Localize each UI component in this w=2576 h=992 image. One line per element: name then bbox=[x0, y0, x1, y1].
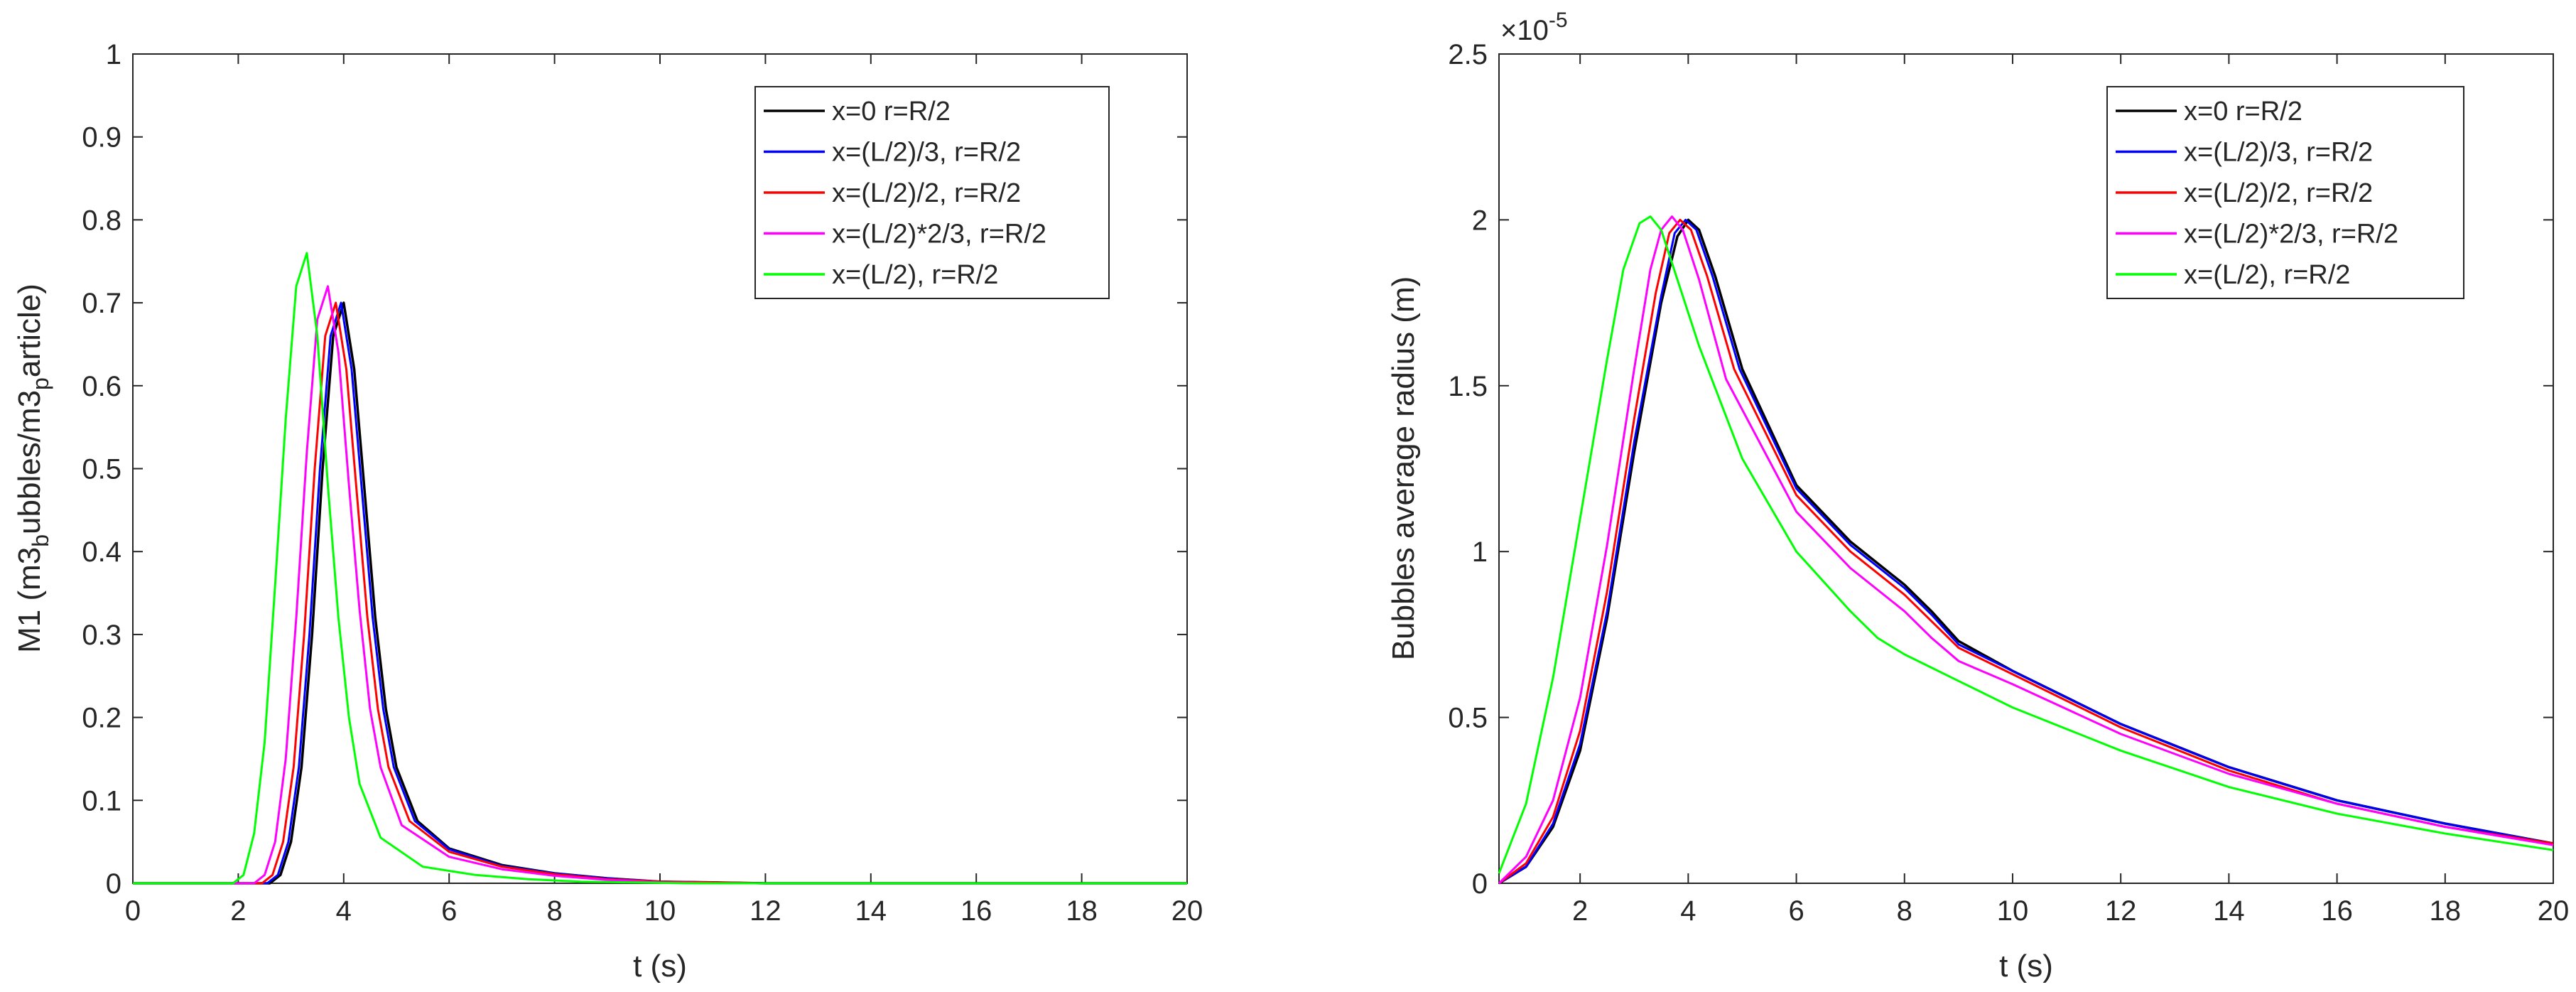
m1-x-tick-label: 12 bbox=[749, 895, 781, 927]
m1-chart: 0 2 4 6 8 10 12 14 16 18 20 0 0.1 0.2 0.3 0.4 0.5 0.6 0.7 0… bbox=[12, 39, 1203, 983]
radius-series-line-2 bbox=[1498, 218, 2554, 885]
m1-x-tick-label: 20 bbox=[1171, 895, 1203, 927]
radius-y-axis-label: Bubbles average radius (m) bbox=[1386, 276, 1421, 660]
m1-legend-label-5: x=(L/2), r=R/2 bbox=[832, 260, 998, 290]
m1-x-tick-label: 6 bbox=[441, 895, 457, 927]
radius-x-tick-label: 8 bbox=[1897, 895, 1912, 927]
radius-ticks: 2 4 6 8 10 12 14 16 18 20 0 0.5 1 1.5 2 2.5 bbox=[1448, 39, 2569, 927]
radius-legend-label-4: x=(L/2)*2/3, r=R/2 bbox=[2184, 220, 2398, 249]
radius-legend-label-5: x=(L/2), r=R/2 bbox=[2184, 260, 2350, 290]
m1-x-tick-label: 14 bbox=[855, 895, 887, 927]
radius-legend: x=0 r=R/2 x=(L/2)/3, r=R/2 x=(L/2)/2, r=R/… bbox=[2106, 86, 2464, 299]
m1-y-tick-label: 0.8 bbox=[82, 205, 121, 236]
m1-legend: x=0 r=R/2 x=(L/2)/3, r=R/2 x=(L/2)/2, r=R/… bbox=[754, 86, 1110, 299]
radius-x-tick-label: 14 bbox=[2213, 895, 2245, 927]
m1-series-line-5 bbox=[133, 252, 1187, 885]
m1-y-tick-label: 0.6 bbox=[82, 371, 121, 402]
m1-series-lines bbox=[133, 252, 1187, 885]
radius-x-tick-label: 6 bbox=[1788, 895, 1804, 927]
radius-series-line-4 bbox=[1498, 215, 2554, 885]
m1-x-tick-label: 18 bbox=[1066, 895, 1098, 927]
m1-y-tick-label: 0.1 bbox=[82, 785, 121, 816]
m1-legend-label-3: x=(L/2)/2, r=R/2 bbox=[832, 178, 1021, 208]
radius-series-lines bbox=[1498, 215, 2554, 885]
m1-x-tick-label: 10 bbox=[644, 895, 676, 927]
m1-x-tick-label: 4 bbox=[336, 895, 352, 927]
radius-x-tick-label: 16 bbox=[2321, 895, 2353, 927]
radius-series-line-3 bbox=[1498, 218, 2554, 885]
radius-y-scale-factor: ×10-5 bbox=[1500, 9, 1568, 46]
radius-y-tick-label: 0 bbox=[1472, 868, 1488, 900]
m1-y-tick-label: 1 bbox=[106, 39, 121, 70]
m1-y-tick-label: 0.9 bbox=[82, 122, 121, 153]
radius-chart: 2 4 6 8 10 12 14 16 18 20 0 0.5 1 1.5 2 2.5 t (s) Bubbl… bbox=[1386, 9, 2569, 983]
radius-y-tick-label: 1 bbox=[1472, 537, 1488, 568]
radius-x-tick-label: 4 bbox=[1680, 895, 1696, 927]
m1-y-tick-label: 0.5 bbox=[82, 454, 121, 485]
m1-series-line-4 bbox=[133, 285, 1187, 885]
m1-x-tick-label: 0 bbox=[125, 895, 141, 927]
radius-x-tick-label: 12 bbox=[2105, 895, 2137, 927]
radius-x-tick-label: 10 bbox=[1997, 895, 2029, 927]
m1-y-tick-label: 0.2 bbox=[82, 703, 121, 734]
m1-legend-label-1: x=0 r=R/2 bbox=[832, 97, 951, 126]
m1-y-tick-label: 0.7 bbox=[82, 288, 121, 319]
m1-x-tick-label: 2 bbox=[230, 895, 246, 927]
radius-series-line-5 bbox=[1498, 215, 2554, 874]
radius-y-tick-label: 2.5 bbox=[1448, 39, 1488, 70]
m1-legend-label-2: x=(L/2)/3, r=R/2 bbox=[832, 138, 1021, 168]
m1-ticks: 0 2 4 6 8 10 12 14 16 18 20 0 0.1 0.2 0.3 0.4 0.5 0.6 0.7 0… bbox=[82, 39, 1203, 927]
m1-legend-label-4: x=(L/2)*2/3, r=R/2 bbox=[832, 220, 1046, 249]
radius-legend-label-1: x=0 r=R/2 bbox=[2184, 97, 2302, 126]
radius-x-axis-label: t (s) bbox=[1999, 949, 2053, 983]
radius-y-tick-label: 2 bbox=[1472, 205, 1488, 236]
radius-y-tick-label: 1.5 bbox=[1448, 371, 1488, 402]
radius-legend-label-2: x=(L/2)/3, r=R/2 bbox=[2184, 138, 2373, 168]
m1-y-axis-label: M1 (m3bubbles/m3particle) bbox=[12, 284, 53, 653]
radius-legend-label-3: x=(L/2)/2, r=R/2 bbox=[2184, 178, 2373, 208]
m1-x-axis-label: t (s) bbox=[633, 949, 687, 983]
radius-x-tick-label: 2 bbox=[1572, 895, 1588, 927]
m1-y-tick-label: 0.4 bbox=[82, 537, 121, 568]
radius-y-tick-label: 0.5 bbox=[1448, 703, 1488, 734]
m1-x-tick-label: 16 bbox=[960, 895, 992, 927]
m1-y-tick-label: 0.3 bbox=[82, 620, 121, 651]
radius-x-tick-label: 18 bbox=[2430, 895, 2462, 927]
radius-x-tick-label: 20 bbox=[2538, 895, 2570, 927]
m1-y-tick-label: 0 bbox=[106, 868, 121, 900]
m1-x-tick-label: 8 bbox=[546, 895, 562, 927]
